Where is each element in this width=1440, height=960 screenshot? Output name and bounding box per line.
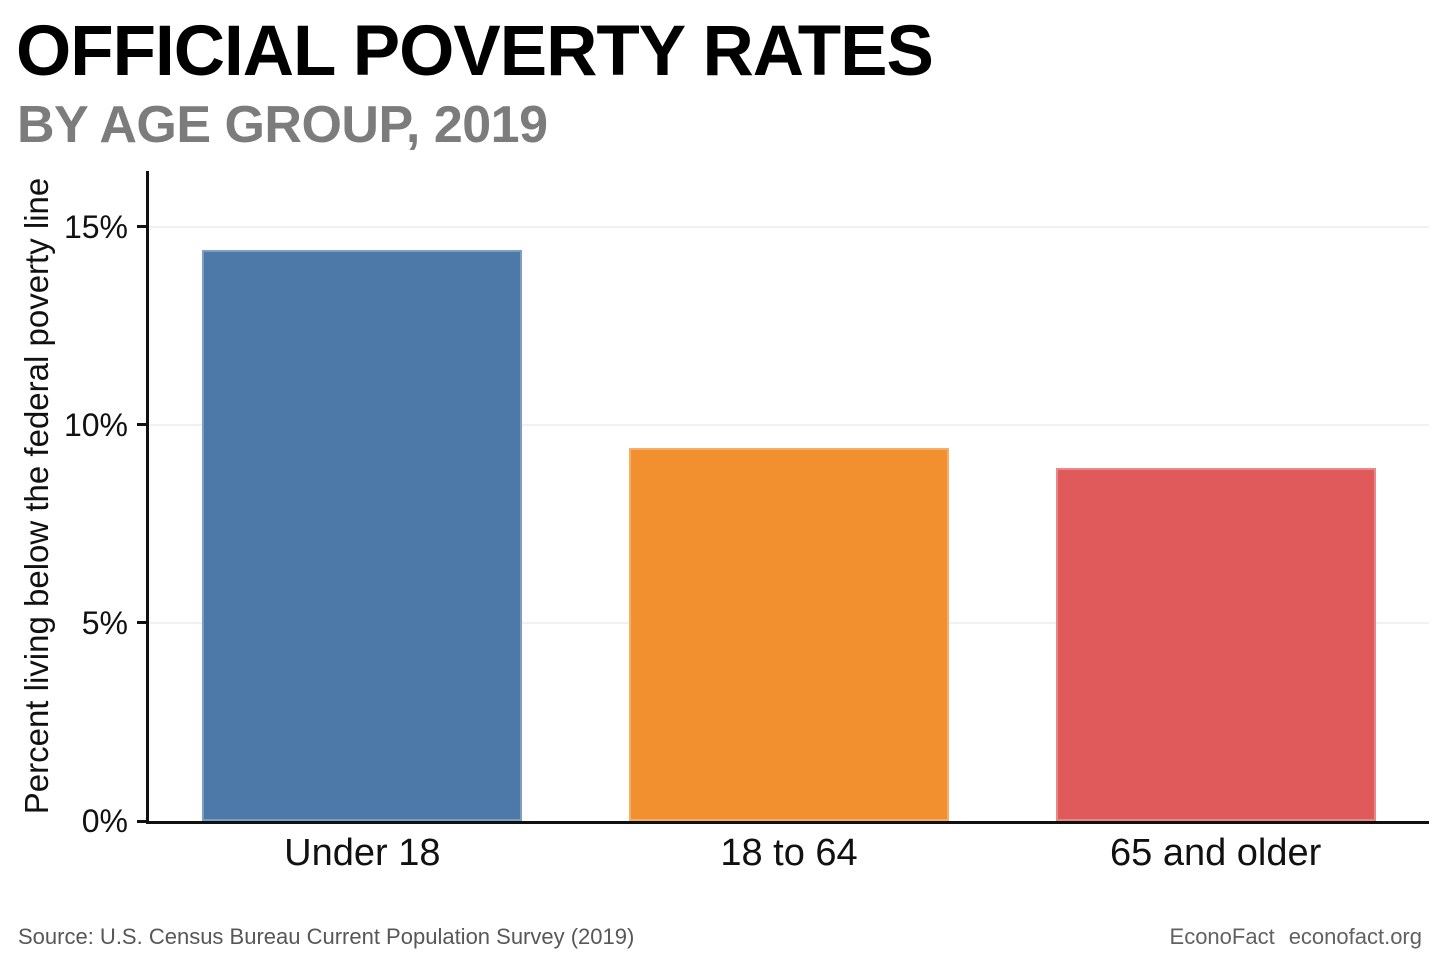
source-note: Source: U.S. Census Bureau Current Popul… <box>18 924 635 949</box>
y-axis-tick <box>137 621 146 625</box>
y-tick-label: 15% <box>63 208 128 245</box>
y-tick-label: 10% <box>63 406 128 443</box>
bar-65-and-older <box>1056 468 1376 821</box>
y-axis-tick <box>137 819 146 823</box>
y-axis-title: Percent living below the federal poverty… <box>18 177 55 815</box>
x-axis-label-under-18: Under 18 <box>284 832 441 874</box>
footer-branding: EconoFact econofact.org <box>1170 924 1422 950</box>
x-axis-label-65-and-older: 65 and older <box>1110 832 1322 874</box>
y-tick-label: 5% <box>81 604 128 641</box>
gridline-10pct <box>149 423 1429 426</box>
bar-18-to-64 <box>629 448 949 821</box>
chart-subtitle: BY AGE GROUP, 2019 <box>17 96 548 154</box>
y-axis-tick <box>137 423 146 427</box>
bar-under-18 <box>202 250 522 821</box>
gridline-15pct <box>149 225 1429 228</box>
x-axis-label-18-to-64: 18 to 64 <box>720 832 858 874</box>
brand-website: econofact.org <box>1288 924 1422 949</box>
y-tick-label: 0% <box>81 803 128 839</box>
brand-name: EconoFact <box>1169 924 1275 949</box>
plot-area: 0% 5% 10% 15% Under 18 18 to 64 65 and older <box>64 171 1429 874</box>
y-axis-tick <box>137 225 146 228</box>
chart-title: OFFICIAL POVERTY RATES <box>16 12 934 91</box>
